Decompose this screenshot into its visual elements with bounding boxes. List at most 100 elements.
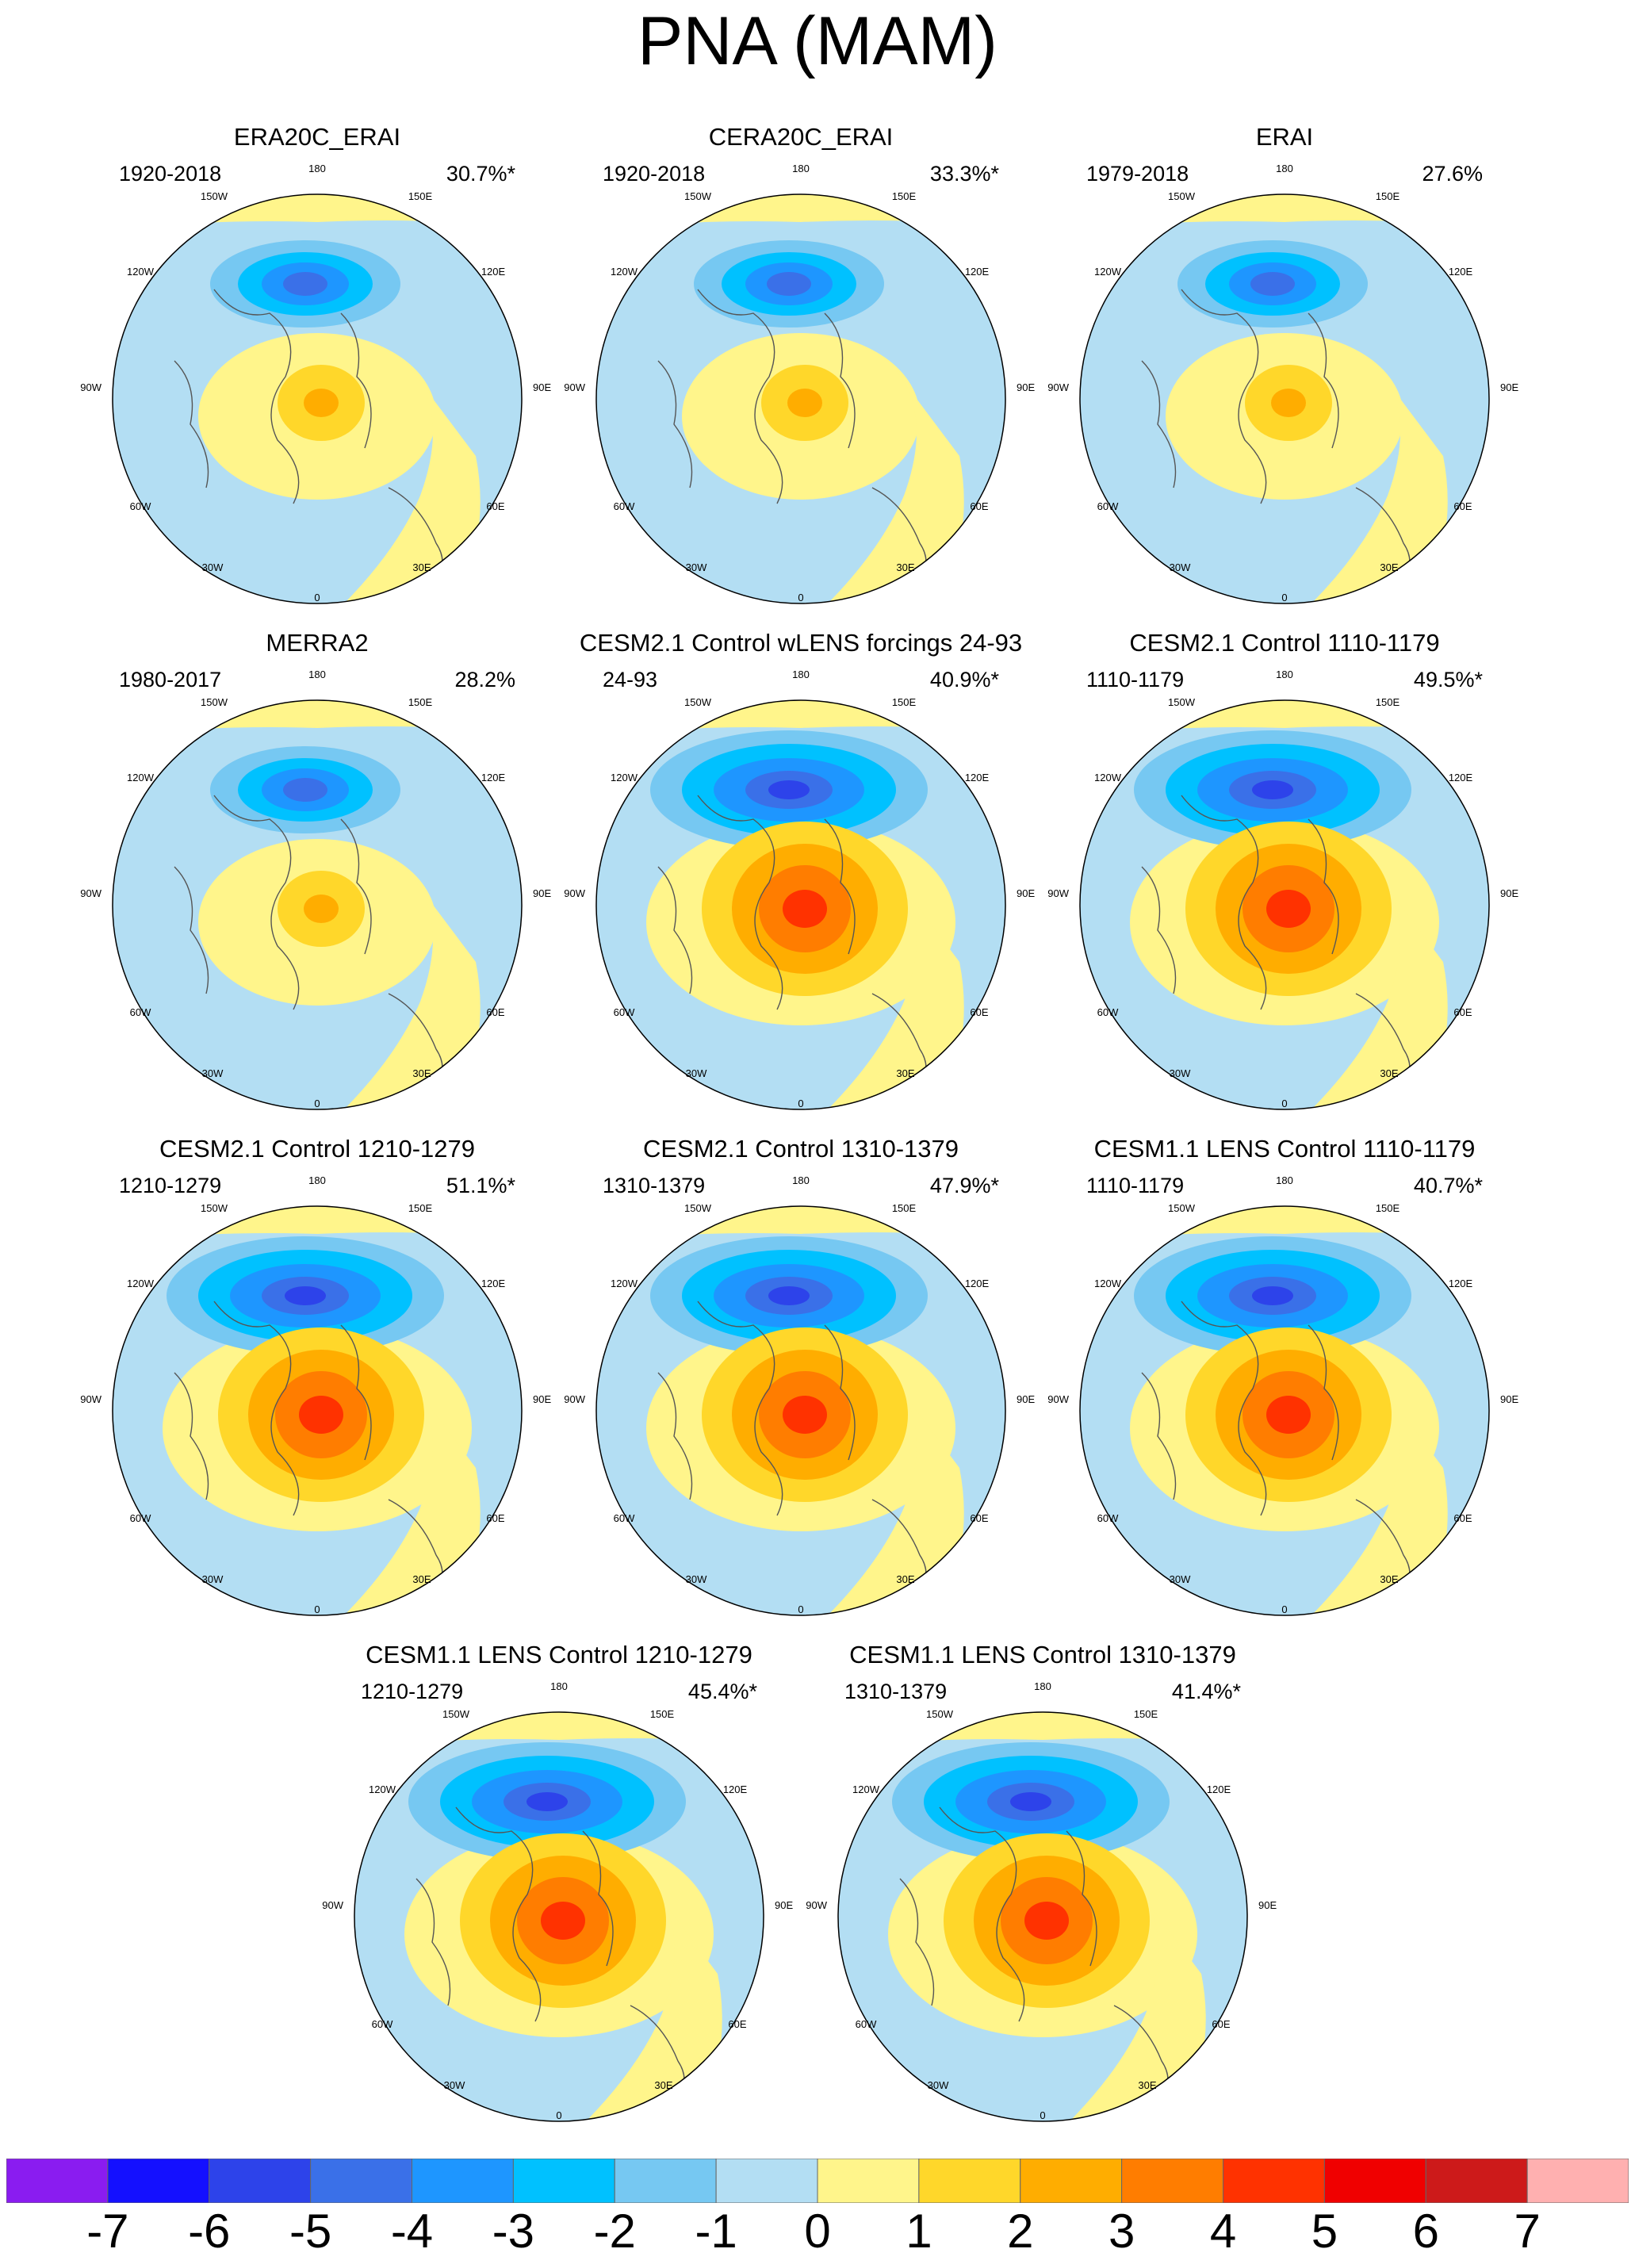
longitude-label: 180: [550, 1680, 568, 1692]
polar-map: 180 150E 120E 90E 60E 30E 0 30W 60W 90W 120W 150W: [80, 163, 551, 604]
map-panel: 180 150E 120E 90E 60E 30E 0 30W 60W 90W 120W 150W ME…: [79, 629, 555, 1136]
longitude-label: 30W: [686, 1067, 707, 1079]
panel-period: 1310-1379: [603, 1174, 706, 1197]
longitude-label: 90E: [1017, 381, 1035, 393]
longitude-label: 150E: [408, 190, 433, 202]
longitude-label: 120E: [481, 266, 506, 278]
panel-title: MERRA2: [266, 629, 369, 657]
polar-map: 180 150E 120E 90E 60E 30E 0 30W 60W 90W 120W 150W: [806, 1680, 1277, 2122]
colorbar-label: -7: [86, 2205, 129, 2258]
longitude-label: 30E: [412, 561, 431, 573]
panel-title: CESM2.1 Control 1310-1379: [642, 1135, 959, 1163]
colorbar-swatch: [1121, 2159, 1223, 2203]
longitude-label: 0: [1281, 1603, 1287, 1615]
longitude-label: 0: [314, 592, 320, 603]
colorbar-label: 3: [1108, 2205, 1135, 2258]
panel-variance-percent: 45.4%*: [687, 1680, 757, 1703]
longitude-label: 30E: [896, 561, 914, 573]
longitude-label: 90E: [533, 887, 551, 899]
map-panel: 180 150E 120E 90E 60E 30E 0 30W 60W 90W 120W 150W CE…: [1047, 1135, 1522, 1642]
longitude-label: 150E: [650, 1708, 675, 1720]
panel-variance-percent: 47.9%*: [929, 1174, 999, 1197]
colorbar-label: -1: [695, 2205, 737, 2258]
longitude-label: 150E: [408, 696, 433, 708]
colorbar-label: -3: [492, 2205, 535, 2258]
longitude-label: 120W: [852, 1783, 880, 1795]
map-panel: 180 150E 120E 90E 60E 30E 0 30W 60W 90W 120W 150W CE…: [321, 1641, 797, 2148]
colorbar-swatch: [1526, 2159, 1629, 2203]
colorbar-label: -2: [593, 2205, 636, 2258]
panel-variance-percent: 33.3%*: [929, 162, 999, 186]
colorbar-label: 4: [1209, 2205, 1237, 2258]
longitude-label: 120W: [1094, 266, 1122, 278]
colorbar: [6, 2159, 1629, 2203]
longitude-label: 30E: [1380, 1067, 1398, 1079]
colorbar-swatch: [1223, 2159, 1325, 2203]
colorbar-swatch: [310, 2159, 412, 2203]
longitude-label: 180: [308, 163, 326, 174]
map-panel: 180 150E 120E 90E 60E 30E 0 30W 60W 90W 120W 150W CE…: [1047, 629, 1522, 1136]
longitude-label: 90E: [533, 1393, 551, 1405]
longitude-label: 60W: [1097, 1512, 1119, 1524]
longitude-label: 60W: [614, 1006, 635, 1018]
colorbar-label: -5: [289, 2205, 332, 2258]
colorbar-label: 6: [1412, 2205, 1439, 2258]
longitude-label: 150W: [1168, 1202, 1196, 1214]
longitude-label: 60E: [1453, 1512, 1472, 1524]
longitude-label: 60E: [970, 1512, 988, 1524]
panel-title: CESM1.1 LENS Control 1310-1379: [849, 1641, 1236, 1668]
panel-title: CESM2.1 Control 1110-1179: [1129, 629, 1440, 657]
longitude-label: 30W: [686, 561, 707, 573]
longitude-label: 180: [792, 163, 810, 174]
longitude-label: 30W: [686, 1573, 707, 1585]
longitude-label: 90W: [322, 1899, 343, 1911]
longitude-label: 90W: [1047, 381, 1069, 393]
longitude-label: 60E: [1453, 500, 1472, 512]
longitude-label: 60E: [486, 1512, 504, 1524]
longitude-label: 30W: [1170, 1573, 1191, 1585]
longitude-label: 60W: [614, 1512, 635, 1524]
longitude-label: 120E: [1207, 1783, 1231, 1795]
longitude-label: 180: [1276, 163, 1293, 174]
longitude-label: 120E: [1449, 1278, 1473, 1289]
polar-map: 180 150E 120E 90E 60E 30E 0 30W 60W 90W 120W 150W: [1047, 669, 1518, 1110]
longitude-label: 180: [308, 1174, 326, 1186]
longitude-label: 150W: [201, 1202, 228, 1214]
polar-map: 180 150E 120E 90E 60E 30E 0 30W 60W 90W 120W 150W: [80, 669, 551, 1110]
map-panel: 180 150E 120E 90E 60E 30E 0 30W 60W 90W 120W 150W CE…: [563, 123, 1039, 630]
panel-variance-percent: 41.4%*: [1171, 1680, 1241, 1703]
longitude-label: 0: [1281, 592, 1287, 603]
longitude-label: 0: [798, 1098, 803, 1109]
colorbar-swatch: [1425, 2159, 1528, 2203]
map-panel: 180 150E 120E 90E 60E 30E 0 30W 60W 90W 120W 150W CE…: [563, 629, 1039, 1136]
colorbar-swatch: [6, 2159, 109, 2203]
longitude-label: 150E: [1134, 1708, 1158, 1720]
longitude-label: 30W: [202, 561, 224, 573]
colorbar-swatch: [918, 2159, 1021, 2203]
map-panel: 180 150E 120E 90E 60E 30E 0 30W 60W 90W 120W 150W CE…: [805, 1641, 1281, 2148]
colorbar-swatch: [817, 2159, 920, 2203]
longitude-label: 120W: [127, 1278, 155, 1289]
panel-variance-percent: 27.6%: [1422, 162, 1483, 186]
longitude-label: 60W: [372, 2018, 393, 2030]
longitude-label: 180: [1034, 1680, 1051, 1692]
longitude-label: 150W: [201, 190, 228, 202]
longitude-label: 0: [1281, 1098, 1287, 1109]
longitude-label: 90E: [533, 381, 551, 393]
longitude-label: 60E: [1453, 1006, 1472, 1018]
longitude-label: 90W: [1047, 887, 1069, 899]
colorbar-swatch: [412, 2159, 514, 2203]
longitude-label: 90W: [564, 887, 585, 899]
longitude-label: 120E: [1449, 772, 1473, 783]
panel-variance-percent: 30.7%*: [446, 162, 515, 186]
colorbar-swatch: [1323, 2159, 1426, 2203]
panel-period: 1920-2018: [119, 162, 222, 186]
longitude-label: 120E: [965, 266, 990, 278]
longitude-label: 30W: [1170, 561, 1191, 573]
panel-period: 1920-2018: [603, 162, 706, 186]
map-panel: 180 150E 120E 90E 60E 30E 0 30W 60W 90W 120W 150W ER…: [79, 123, 555, 630]
polar-map: 180 150E 120E 90E 60E 30E 0 30W 60W 90W 120W 150W: [564, 163, 1035, 604]
longitude-label: 90W: [806, 1899, 827, 1911]
longitude-label: 150E: [1376, 696, 1400, 708]
longitude-label: 60W: [1097, 500, 1119, 512]
